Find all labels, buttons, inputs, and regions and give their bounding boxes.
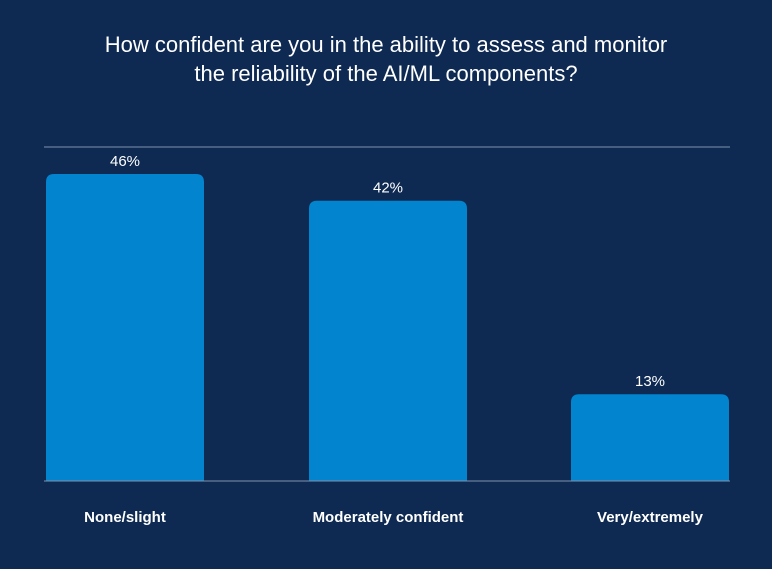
category-label-2: Very/extremely (597, 509, 704, 526)
bar-0 (46, 174, 204, 481)
data-label-2: 13% (635, 373, 665, 390)
bar-group (46, 174, 729, 481)
category-label-0: None/slight (84, 509, 166, 526)
data-label-1: 42% (373, 180, 403, 197)
data-label-0: 46% (110, 153, 140, 170)
category-label-1: Moderately confident (313, 509, 464, 526)
bar-2 (571, 394, 729, 481)
chart-title-line-2: the reliability of the AI/ML components? (194, 61, 578, 86)
chart-title-line-1: How confident are you in the ability to … (104, 32, 668, 57)
chart-title: How confident are you in the ability to … (0, 30, 772, 88)
bar-1 (309, 200, 467, 481)
label-group: 46% None/slight 42% Moderately confident 13%… (84, 153, 703, 526)
